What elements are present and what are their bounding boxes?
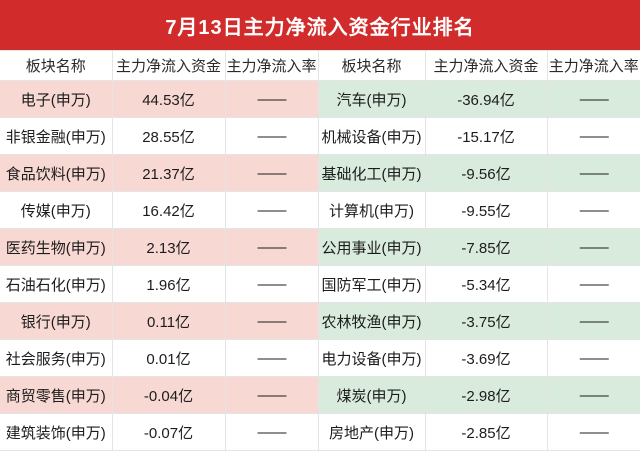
title-bar: 7月13日主力净流入资金行业排名 [0, 0, 640, 50]
table-row: 医药生物(申万) 2.13亿 —— 公用事业(申万) -7.85亿 —— [0, 228, 640, 266]
sector-name-cell: 建筑装饰(申万) [0, 413, 113, 451]
inflow-value-cell: 0.01亿 [111, 339, 226, 377]
inflow-rate-cell: —— [224, 191, 319, 229]
inflow-value-cell: 1.96亿 [111, 265, 226, 303]
inflow-value-cell: -9.56亿 [424, 154, 548, 192]
sector-name-cell: 农林牧渔(申万) [317, 302, 426, 340]
sector-name-cell: 石油石化(申万) [0, 265, 113, 303]
sector-name-cell: 社会服务(申万) [0, 339, 113, 377]
sector-name-cell: 银行(申万) [0, 302, 113, 340]
inflow-rate-cell: —— [546, 265, 640, 303]
inflow-rate-cell: —— [546, 228, 640, 266]
table-row: 石油石化(申万) 1.96亿 —— 国防军工(申万) -5.34亿 —— [0, 265, 640, 303]
inflow-value-cell: -2.98亿 [424, 376, 548, 414]
inflow-rate-cell: —— [546, 302, 640, 340]
table-row: 传媒(申万) 16.42亿 —— 计算机(申万) -9.55亿 —— [0, 191, 640, 229]
table-row: 非银金融(申万) 28.55亿 —— 机械设备(申万) -15.17亿 —— [0, 117, 640, 155]
sector-name-cell: 机械设备(申万) [317, 117, 426, 155]
inflow-rate-cell: —— [224, 302, 319, 340]
inflow-value-cell: -3.75亿 [424, 302, 548, 340]
inflow-rate-cell: —— [546, 154, 640, 192]
inflow-value-cell: 28.55亿 [111, 117, 226, 155]
inflow-rate-cell: —— [224, 80, 319, 118]
col-header-inflow-right: 主力净流入资金 [424, 50, 548, 81]
inflow-value-cell: -0.07亿 [111, 413, 226, 451]
sector-name-cell: 房地产(申万) [317, 413, 426, 451]
inflow-value-cell: 0.11亿 [111, 302, 226, 340]
inflow-rate-cell: —— [224, 154, 319, 192]
inflow-value-cell: 16.42亿 [111, 191, 226, 229]
sector-name-cell: 汽车(申万) [317, 80, 426, 118]
inflow-value-cell: -36.94亿 [424, 80, 548, 118]
col-header-inflow-left: 主力净流入资金 [111, 50, 226, 81]
col-header-rate-left: 主力净流入率 [224, 50, 319, 81]
inflow-rate-cell: —— [224, 228, 319, 266]
inflow-rate-cell: —— [546, 339, 640, 377]
table-row: 建筑装饰(申万) -0.07亿 —— 房地产(申万) -2.85亿 —— [0, 413, 640, 451]
inflow-value-cell: -3.69亿 [424, 339, 548, 377]
sector-name-cell: 食品饮料(申万) [0, 154, 113, 192]
table-row: 银行(申万) 0.11亿 —— 农林牧渔(申万) -3.75亿 —— [0, 302, 640, 340]
inflow-rate-cell: —— [546, 117, 640, 155]
sector-name-cell: 计算机(申万) [317, 191, 426, 229]
table-row: 电子(申万) 44.53亿 —— 汽车(申万) -36.94亿 —— [0, 80, 640, 118]
sector-name-cell: 电子(申万) [0, 80, 113, 118]
col-header-rate-right: 主力净流入率 [546, 50, 640, 81]
table-row: 商贸零售(申万) -0.04亿 —— 煤炭(申万) -2.98亿 —— [0, 376, 640, 414]
inflow-rate-cell: —— [546, 80, 640, 118]
inflow-value-cell: -15.17亿 [424, 117, 548, 155]
sector-name-cell: 非银金融(申万) [0, 117, 113, 155]
industry-ranking-table: 板块名称 主力净流入资金 主力净流入率 板块名称 主力净流入资金 主力净流入率 … [0, 50, 640, 451]
sector-name-cell: 国防军工(申万) [317, 265, 426, 303]
table-row: 食品饮料(申万) 21.37亿 —— 基础化工(申万) -9.56亿 —— [0, 154, 640, 192]
inflow-value-cell: -2.85亿 [424, 413, 548, 451]
sector-name-cell: 基础化工(申万) [317, 154, 426, 192]
inflow-value-cell: 44.53亿 [111, 80, 226, 118]
inflow-value-cell: -7.85亿 [424, 228, 548, 266]
inflow-rate-cell: —— [224, 339, 319, 377]
sector-name-cell: 医药生物(申万) [0, 228, 113, 266]
sector-name-cell: 传媒(申万) [0, 191, 113, 229]
page-title: 7月13日主力净流入资金行业排名 [165, 16, 475, 39]
inflow-rate-cell: —— [224, 376, 319, 414]
table-row: 社会服务(申万) 0.01亿 —— 电力设备(申万) -3.69亿 —— [0, 339, 640, 377]
inflow-rate-cell: —— [546, 191, 640, 229]
header-row: 板块名称 主力净流入资金 主力净流入率 板块名称 主力净流入资金 主力净流入率 [0, 50, 640, 81]
sector-name-cell: 煤炭(申万) [317, 376, 426, 414]
sector-name-cell: 商贸零售(申万) [0, 376, 113, 414]
inflow-value-cell: -9.55亿 [424, 191, 548, 229]
sector-name-cell: 电力设备(申万) [317, 339, 426, 377]
inflow-rate-cell: —— [224, 117, 319, 155]
sector-name-cell: 公用事业(申万) [317, 228, 426, 266]
inflow-rate-cell: —— [224, 413, 319, 451]
inflow-value-cell: 21.37亿 [111, 154, 226, 192]
inflow-value-cell: 2.13亿 [111, 228, 226, 266]
inflow-rate-cell: —— [546, 413, 640, 451]
inflow-value-cell: -0.04亿 [111, 376, 226, 414]
inflow-rate-cell: —— [224, 265, 319, 303]
col-header-sector-left: 板块名称 [0, 50, 113, 81]
inflow-value-cell: -5.34亿 [424, 265, 548, 303]
col-header-sector-right: 板块名称 [317, 50, 426, 81]
inflow-rate-cell: —— [546, 376, 640, 414]
